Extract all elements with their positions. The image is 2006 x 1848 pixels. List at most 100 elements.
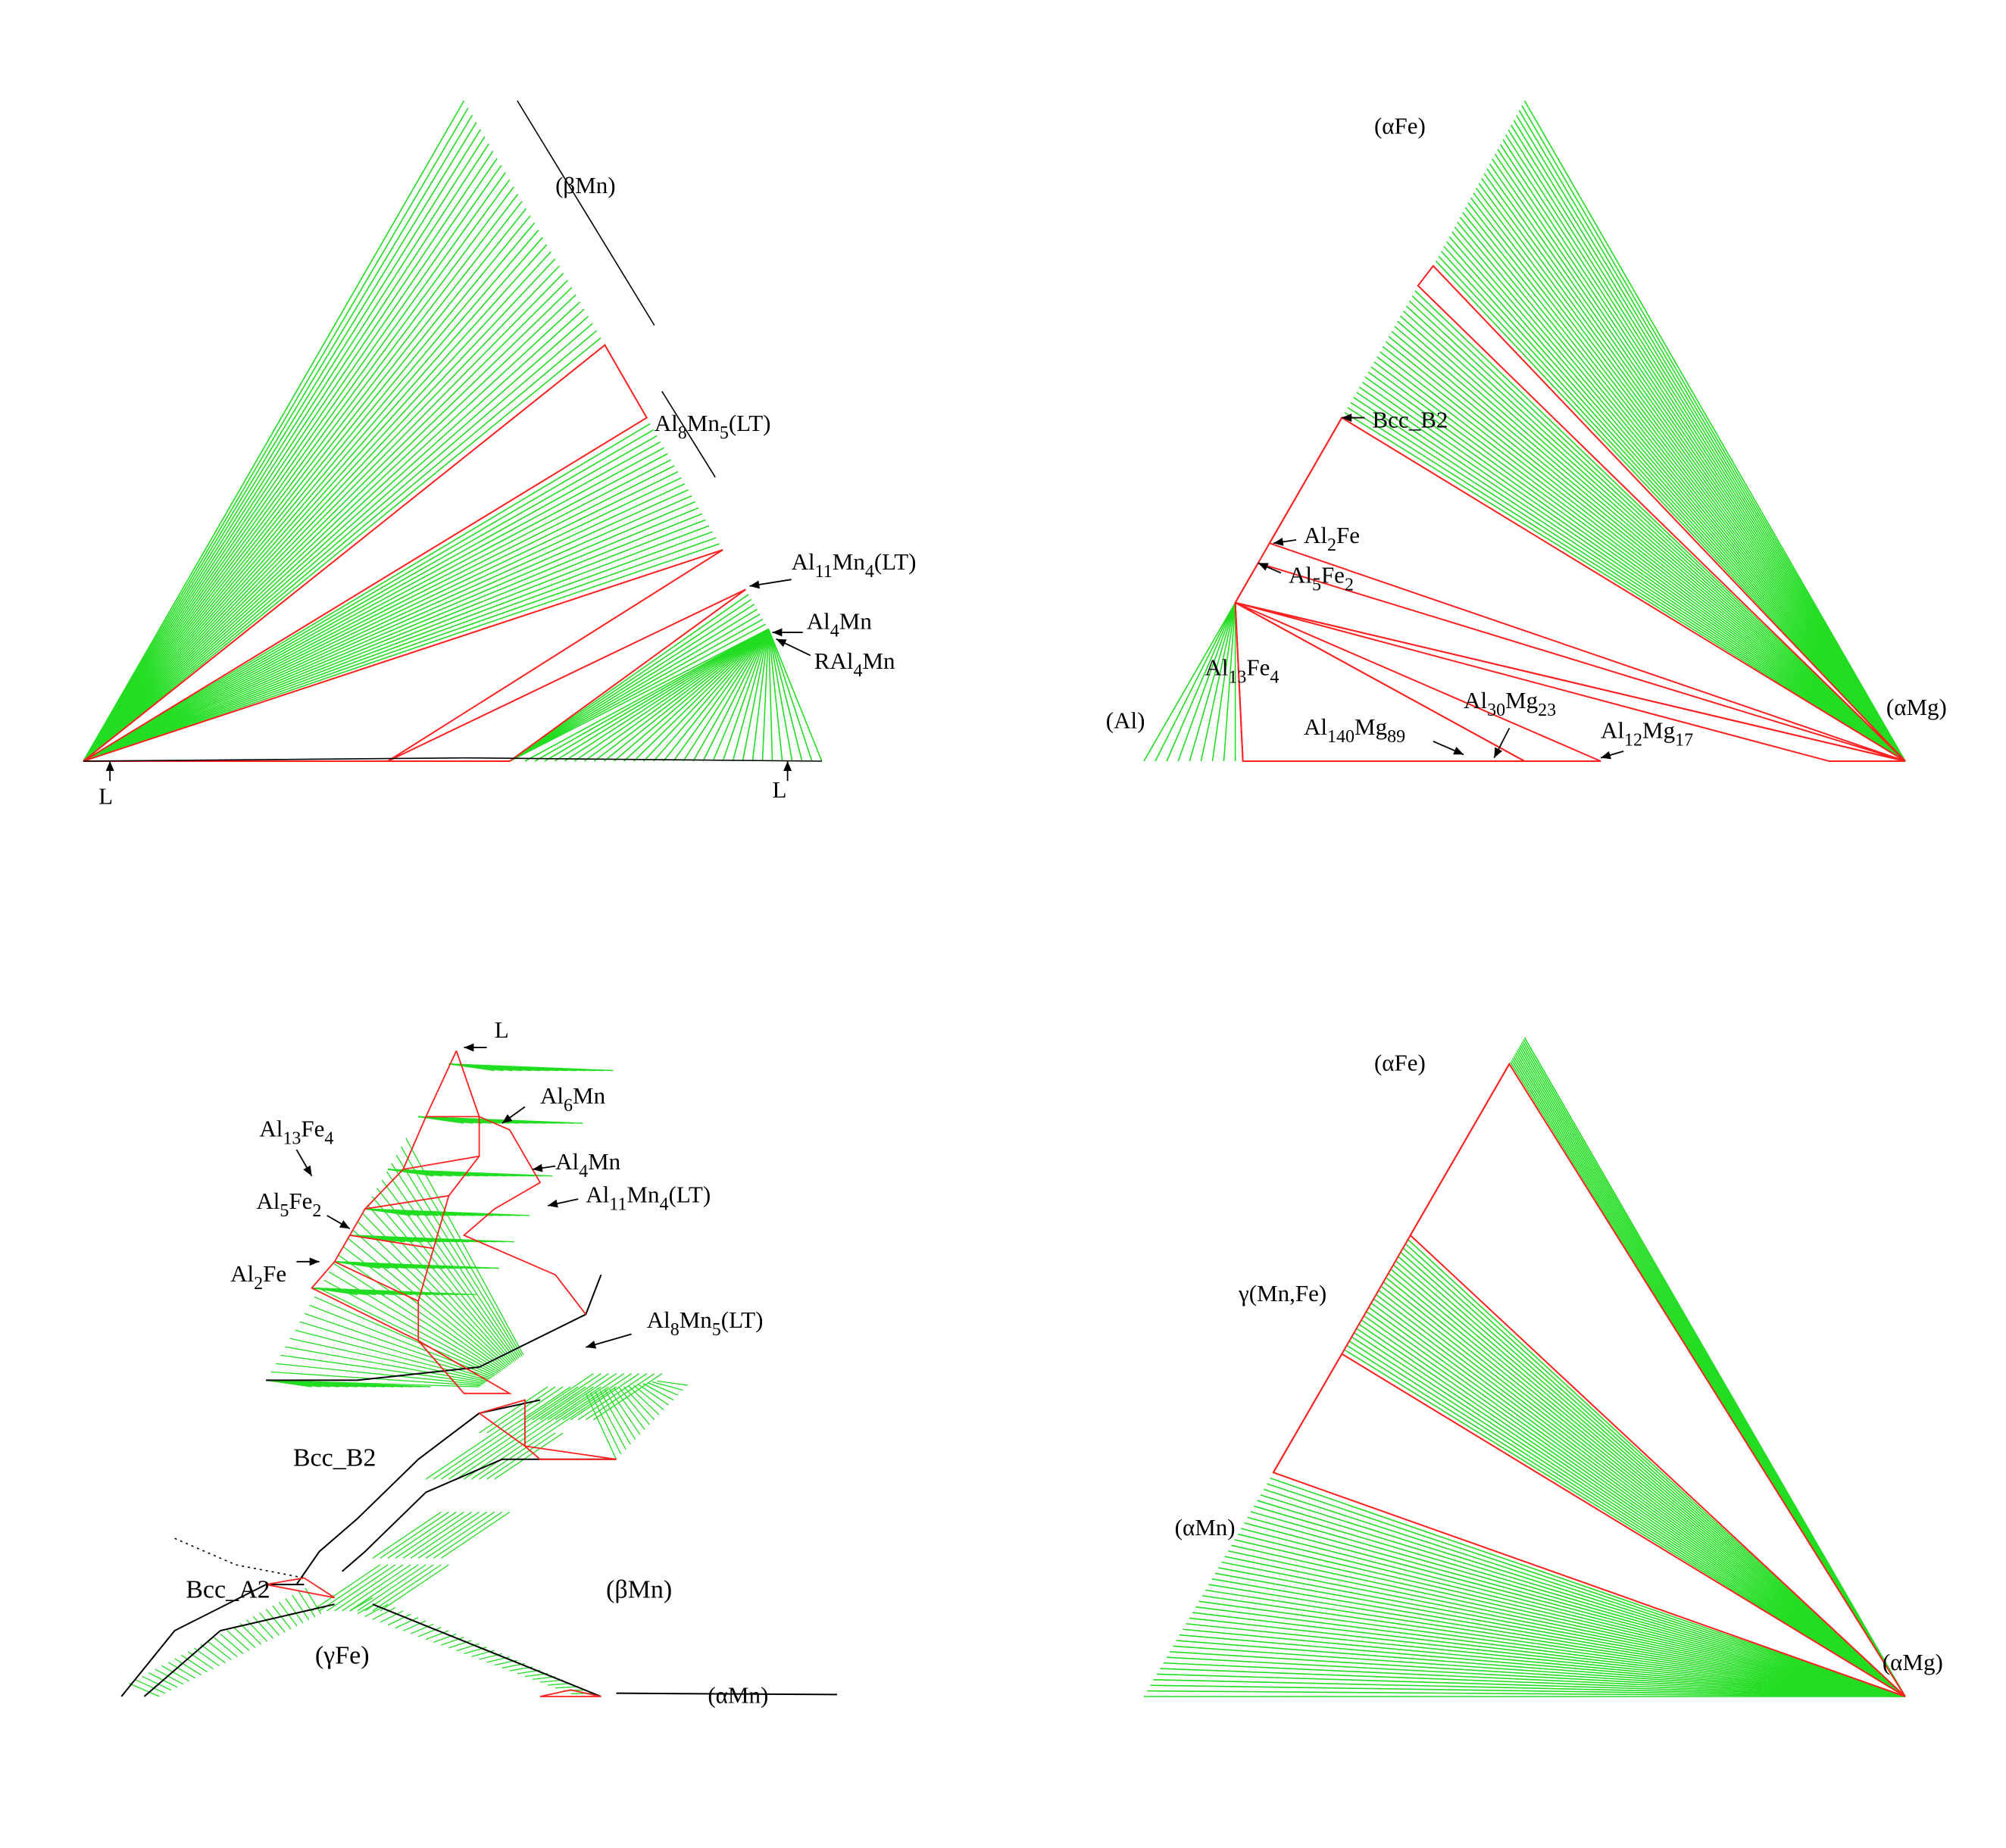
tie-line [1260,1494,1906,1697]
tie-line [1438,255,1906,762]
tie-line [433,1432,503,1480]
tie-line [502,1386,571,1434]
three-phase-triangle [266,1577,336,1599]
tie-line [327,1564,396,1612]
tie-line [1414,290,1906,762]
tie-line [593,628,769,762]
tie-line [83,447,664,762]
tie-line [1390,1269,1906,1697]
tie-line [479,1432,548,1480]
tie-line [367,1204,512,1365]
tie-line [405,1138,524,1356]
tie-line [509,623,767,762]
tie-line [1376,1294,1906,1697]
tie-line [417,1627,442,1637]
tie-line [767,629,773,762]
tie-line [1211,1578,1906,1697]
tie-line [618,1387,650,1425]
tie-line [352,1229,508,1368]
tie-line [135,1679,166,1694]
three-phase-triangle [1235,601,1906,762]
tie-line [349,1597,373,1612]
tie-line [83,136,486,762]
tie-line [555,1686,579,1689]
arrow-head [772,628,783,637]
three-phase-triangle [424,1050,480,1118]
three-phase-triangle [402,1116,480,1171]
tie-line [342,1564,411,1612]
tie-line [509,604,755,762]
phase-boundary [1234,417,1343,762]
tie-line [187,1651,214,1670]
tie-line [83,100,465,762]
tie-line [712,629,770,762]
tie-line [539,1386,609,1434]
tie-line [289,1338,487,1382]
tie-line [395,1617,419,1629]
tie-line [1208,1584,1906,1697]
tie-line [278,1602,298,1627]
tie-line [614,1388,645,1431]
tie-line [1253,1505,1906,1697]
tie-line [1407,1239,1906,1697]
tie-line [1176,1640,1906,1697]
tie-line [381,1179,517,1361]
tie-line [349,1564,419,1612]
phase-label-alpha-mn: (αMn) [1175,1514,1236,1541]
tie-line [410,1623,434,1634]
three-phase-triangle [417,1340,513,1394]
tie-line [83,301,581,762]
tie-line [1376,356,1906,762]
tie-line [486,1386,556,1434]
tie-line [1356,1328,1906,1697]
tie-line [1478,183,1906,762]
arrow-head [532,1163,543,1172]
tie-line [1380,351,1906,762]
tie-line [174,1658,202,1676]
phase-label-bcc-b2: Bcc_B2 [1373,407,1448,433]
tie-line [220,1633,244,1654]
tie-line [252,1615,274,1639]
tie-line [380,1564,449,1612]
phase-label-al4mn: Al4Mn [807,608,873,641]
tie-line [486,1432,556,1480]
tie-line [333,1263,502,1372]
tie-line [1348,1341,1906,1697]
tie-line [83,186,514,762]
tie-line [1446,241,1906,762]
arrow-head [1453,747,1464,755]
tie-line [319,1564,389,1612]
tie-line [1344,1349,1906,1697]
tie-line [1499,144,1906,762]
tie-line [1435,261,1906,762]
tie-line [83,543,720,762]
tie-line [338,1254,503,1371]
tie-line [1186,1623,1906,1697]
tie-line [275,1363,483,1385]
tie-line [623,629,770,762]
phase-label-alpha-mg: (αMg) [1883,1649,1943,1675]
tie-line [380,1610,404,1623]
tie-line [328,1271,500,1373]
tie-line [1373,1298,1906,1697]
tie-line [83,537,717,762]
tie-line [372,1564,442,1612]
tie-line [1192,1612,1906,1697]
tie-line [1267,1483,1906,1697]
tie-line [402,1620,427,1631]
tie-line [589,1392,622,1455]
tie-line [479,1386,548,1434]
tie-line [1179,1634,1906,1697]
tie-line [387,1511,457,1559]
tie-line [509,628,769,762]
tie-line [647,1382,679,1396]
tie-line [298,1591,316,1618]
tie-line [334,1261,499,1269]
tie-line [161,1665,190,1682]
tie-line [83,525,710,762]
tie-line [599,1391,631,1445]
tie-line [1443,245,1906,762]
phase-label-al5fe2: Al5Fe2 [256,1188,321,1221]
tie-line [494,1432,564,1480]
tie-line [1211,602,1236,762]
